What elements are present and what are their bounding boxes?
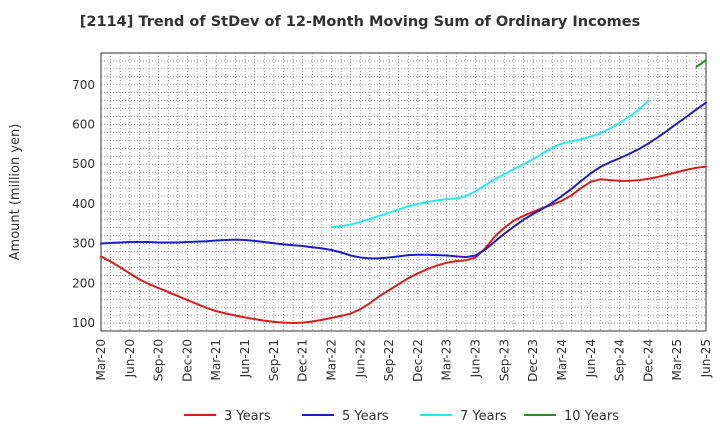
x-tick-label: Sep-21	[267, 339, 281, 381]
x-tick-label: Dec-20	[180, 339, 194, 382]
legend-label: 10 Years	[564, 409, 619, 424]
series-line-5-years	[100, 101, 707, 260]
x-tick-label: Dec-23	[526, 339, 540, 382]
legend-label: 7 Years	[460, 409, 507, 424]
x-tick-label: Dec-22	[411, 339, 425, 382]
x-tick-label: Jun-24	[584, 339, 598, 378]
series-line-3-years	[100, 165, 707, 325]
y-tick-label: 600	[72, 117, 95, 131]
x-tick-label: Jun-23	[469, 339, 483, 378]
series-lines	[100, 59, 707, 325]
legend: 3 Years 5 Years 7 Years 10 Years	[184, 409, 619, 424]
grid-lines	[101, 53, 706, 331]
x-tick-label: Mar-23	[440, 339, 454, 380]
legend-label: 5 Years	[342, 409, 389, 424]
x-tick-label: Jun-20	[123, 339, 137, 378]
x-tick-label: Jun-22	[353, 339, 367, 378]
series-line-10-years	[695, 59, 707, 68]
x-tick-label: Mar-24	[555, 339, 569, 380]
x-tick-label: Jun-21	[238, 339, 252, 378]
x-tick-label: Jun-25	[699, 339, 713, 378]
x-tick-label: Dec-21	[296, 339, 310, 382]
chart-title: [2114] Trend of StDev of 12-Month Moving…	[79, 14, 641, 30]
x-tick-label: Sep-23	[497, 339, 511, 381]
y-axis-label: Amount (million yen)	[8, 124, 23, 261]
y-tick-label: 200	[72, 276, 95, 290]
x-tick-label: Dec-24	[641, 339, 655, 382]
x-tick-label: Mar-20	[94, 339, 108, 380]
series-line-7-years	[330, 99, 650, 228]
plot-area	[100, 52, 707, 332]
x-axis-ticks: Mar-20 Jun-20 Sep-20 Dec-20 Mar-21 Jun-21 Sep-…	[94, 339, 713, 382]
x-tick-label: Mar-21	[209, 339, 223, 380]
x-tick-label: Mar-25	[670, 339, 684, 380]
x-tick-label: Sep-22	[382, 339, 396, 381]
y-tick-label: 700	[72, 78, 95, 92]
y-tick-label: 500	[72, 157, 95, 171]
legend-label: 3 Years	[224, 409, 271, 424]
y-tick-label: 300	[72, 237, 95, 251]
x-tick-label: Sep-24	[613, 339, 627, 381]
y-axis-ticks: 100 200 300 400 500 600 700	[72, 78, 95, 330]
x-tick-label: Mar-22	[324, 339, 338, 380]
y-tick-label: 400	[72, 197, 95, 211]
y-tick-label: 100	[72, 316, 95, 330]
x-tick-label: Sep-20	[152, 339, 166, 381]
